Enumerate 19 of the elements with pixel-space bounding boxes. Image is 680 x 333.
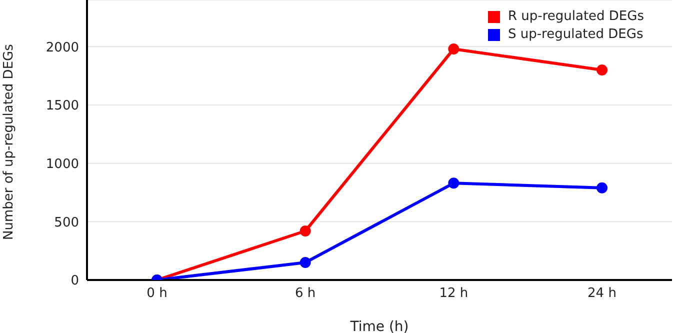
x-tick-label: 0 h [146, 286, 168, 302]
y-tick-label: 1500 [46, 98, 79, 114]
legend-label: S up-regulated DEGs [508, 26, 644, 44]
point [300, 257, 311, 268]
point [448, 178, 460, 189]
point [596, 182, 608, 194]
y-tick-label: 2000 [46, 40, 79, 56]
y-tick-label: 0 [70, 274, 79, 289]
y-tick-label: 1000 [46, 156, 79, 172]
x-axis-title: Time (h) [349, 319, 409, 333]
point [300, 226, 311, 236]
x-tick-label: 24 h [588, 286, 616, 302]
x-tick-label: 6 h [295, 286, 316, 302]
point [448, 44, 460, 54]
x-tick-label: 12 h [439, 286, 468, 302]
y-axis-title: Number of up-regulated DEGs [2, 44, 17, 240]
legend-label: R up-regulated DEGs [508, 8, 644, 26]
point [596, 64, 608, 76]
y-tick-label: 500 [54, 215, 79, 230]
